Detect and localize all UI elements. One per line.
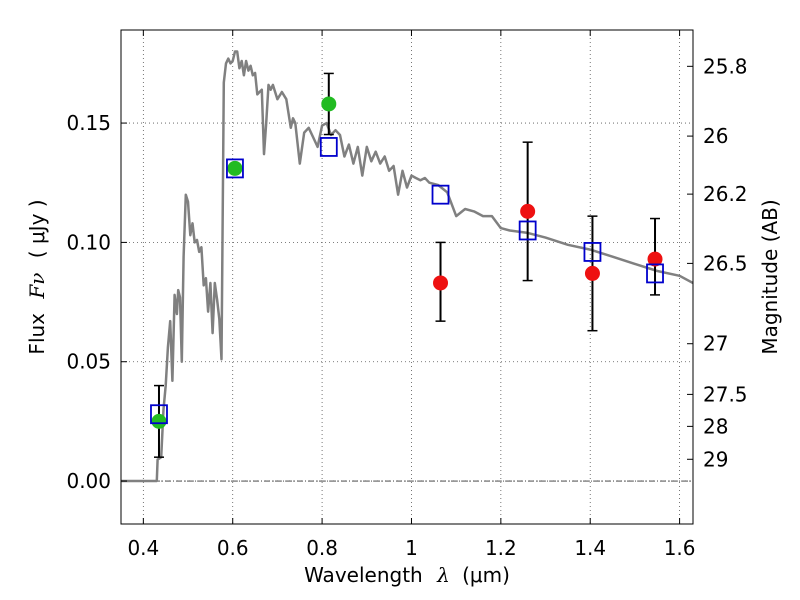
model-photometry-square bbox=[646, 263, 664, 284]
model-spectrum-line bbox=[121, 50, 693, 483]
observed-point-red bbox=[647, 251, 663, 267]
model-photometry-square bbox=[583, 242, 602, 262]
grid bbox=[121, 30, 693, 524]
y-axis-title: Flux Fν ( μJy ) bbox=[25, 199, 49, 354]
plot-frame bbox=[120, 29, 694, 525]
model-photometry-square bbox=[518, 220, 537, 241]
y-tick-label: 0.15 bbox=[66, 111, 111, 135]
right-axis-title: Magnitude (AB) bbox=[758, 199, 782, 354]
x-tick-label: 0.6 bbox=[217, 536, 249, 560]
error-bars bbox=[153, 72, 661, 458]
x-axis-title-unit: (μm) bbox=[462, 563, 510, 587]
x-tick-label: 0.4 bbox=[127, 536, 159, 560]
y-tick-label: 0.05 bbox=[66, 350, 111, 374]
axis-ticks: 0.4 0.6 0.8 1 1.2 1.4 1.6 0.00 0.05 0.10 0.15 25.8 2… bbox=[66, 30, 748, 560]
right-tick-label: 27 bbox=[703, 332, 728, 356]
right-tick-label: 26 bbox=[703, 124, 728, 148]
model-photometry bbox=[150, 137, 664, 425]
observed-point-red bbox=[433, 275, 449, 291]
right-tick-label: 26.5 bbox=[703, 251, 748, 275]
model-photometry-square bbox=[319, 137, 338, 157]
y-axis-title-symbol: Fν bbox=[25, 273, 49, 300]
right-tick-label: 29 bbox=[703, 447, 728, 471]
model-photometry-square bbox=[226, 158, 244, 179]
x-axis-title-text: Wavelength bbox=[304, 563, 423, 587]
observed-point-green bbox=[321, 96, 337, 112]
observed-point-red bbox=[584, 265, 600, 281]
x-tick-label: 1.4 bbox=[574, 536, 606, 560]
observed-point-red bbox=[520, 203, 536, 219]
y-tick-label: 0.10 bbox=[66, 230, 111, 254]
x-tick-label: 1.2 bbox=[485, 536, 517, 560]
model-photometry-square bbox=[150, 404, 168, 425]
x-axis-title: Wavelength λ (μm) bbox=[304, 563, 510, 587]
observed-photometry bbox=[151, 96, 663, 429]
x-axis-title-symbol: λ bbox=[436, 563, 450, 587]
observed-point-green bbox=[227, 160, 243, 176]
x-tick-label: 0.8 bbox=[306, 536, 338, 560]
y-axis-title-unit: ( μJy ) bbox=[25, 199, 49, 258]
x-tick-label: 1 bbox=[405, 536, 418, 560]
y-axis-title-text: Flux bbox=[25, 313, 49, 355]
right-tick-label: 28 bbox=[703, 414, 728, 438]
model-photometry-square bbox=[431, 184, 450, 205]
right-tick-label: 26.2 bbox=[703, 182, 748, 206]
observed-point-green bbox=[151, 413, 167, 429]
x-tick-label: 1.6 bbox=[664, 536, 696, 560]
right-tick-label: 25.8 bbox=[703, 54, 748, 78]
right-tick-label: 27.5 bbox=[703, 382, 748, 406]
y-tick-label: 0.00 bbox=[66, 469, 111, 493]
model-spectrum bbox=[121, 50, 693, 483]
